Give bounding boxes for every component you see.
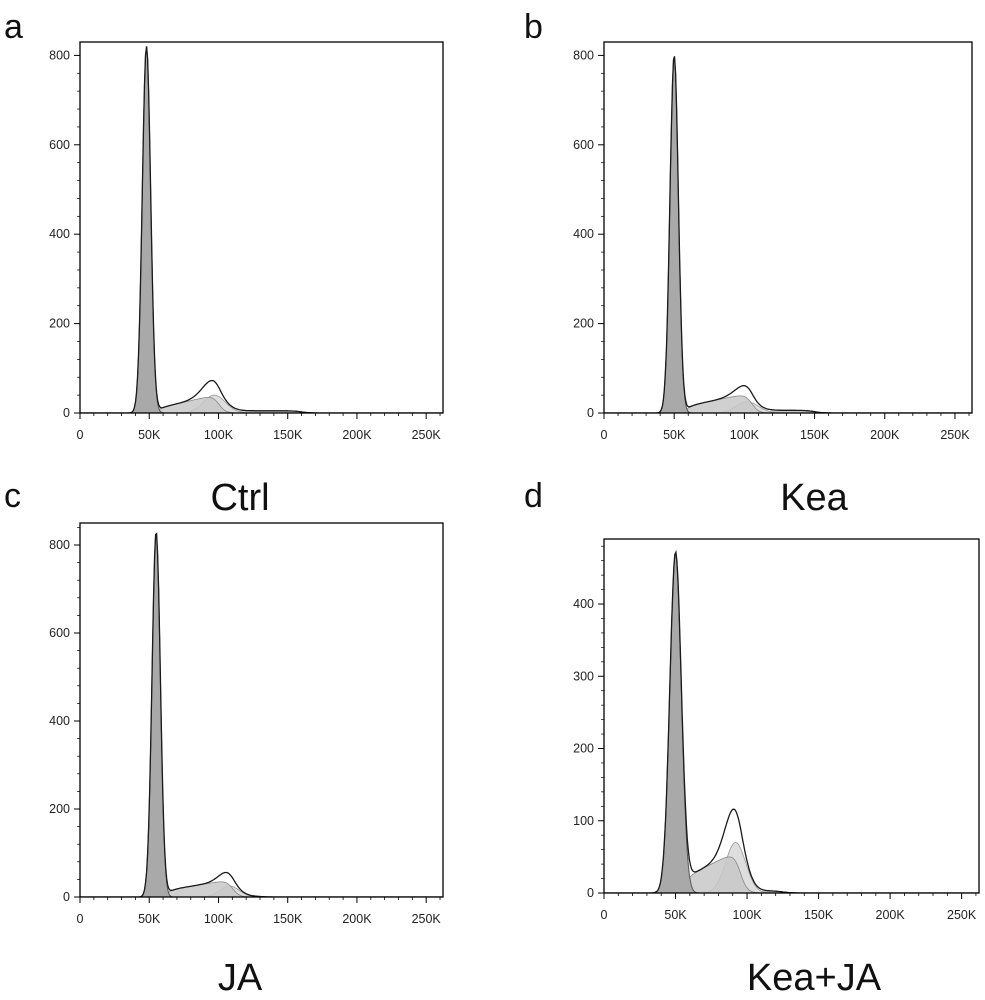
x-tick-label: 0 (601, 908, 608, 922)
x-tick-label: 50K (138, 428, 161, 442)
plot-area (80, 46, 443, 413)
panel-c: 0 50K 100K 150K 200K 250K 0 200 400 600 800 c JA (4, 477, 444, 999)
x-tick-label: 250K (940, 428, 970, 442)
y-tick-label: 0 (587, 886, 594, 900)
x-tick-label: 250K (412, 428, 442, 442)
y-tick-label: 400 (49, 714, 70, 728)
x-tick-label: 0 (77, 912, 84, 926)
x-tick-label: 200K (870, 428, 900, 442)
plot-area (604, 56, 972, 413)
x-tick-label: 0 (601, 428, 608, 442)
panel-title: Kea (780, 477, 848, 519)
x-tick-label: 150K (273, 428, 303, 442)
panel-title: Ctrl (210, 477, 269, 519)
plot-area (80, 532, 443, 897)
panel-letter: a (4, 8, 23, 46)
x-tick-label: 50K (663, 428, 686, 442)
g1-peak (80, 46, 443, 413)
x-tick-label: 200K (342, 912, 372, 926)
plot-frame (603, 538, 980, 894)
x-tick-label: 0 (77, 428, 84, 442)
g2-peak (80, 885, 443, 897)
y-tick-label: 200 (573, 742, 594, 756)
fit-curve (604, 549, 979, 893)
plot-frame (603, 41, 973, 414)
y-tick-label: 0 (63, 890, 70, 904)
y-tick-label: 300 (573, 669, 594, 683)
x-tick-label: 150K (804, 908, 834, 922)
g1-peak (604, 56, 972, 413)
x-tick-label: 200K (876, 908, 906, 922)
panel-a: 0 50K 100K 150K 200K 250K 0 200 400 600 800 a Ctrl (4, 8, 444, 519)
y-tick-label: 800 (49, 48, 70, 62)
plot-frame (79, 41, 444, 414)
s-phase-area (80, 881, 443, 897)
y-tick-label: 800 (573, 48, 594, 62)
panel-letter: c (4, 477, 21, 515)
y-tick-label: 0 (587, 406, 594, 420)
y-tick-label: 400 (49, 227, 70, 241)
panel-letter: b (524, 8, 543, 46)
y-tick-label: 600 (573, 138, 594, 152)
y-tick-label: 200 (49, 802, 70, 816)
g1-peak (604, 552, 979, 893)
fit-curve (80, 46, 443, 413)
y-tick-label: 800 (49, 538, 70, 552)
tail-area (80, 410, 443, 413)
y-tick-label: 600 (49, 626, 70, 640)
fit-curve (604, 56, 972, 413)
panel-b: 0 50K 100K 150K 200K 250K 0 200 400 600 800 b Kea (524, 8, 973, 519)
panel-title: JA (218, 957, 263, 999)
x-tick-label: 250K (412, 912, 442, 926)
x-tick-label: 100K (204, 428, 234, 442)
y-tick-label: 200 (573, 317, 594, 331)
x-tick-label: 200K (342, 428, 372, 442)
panel-d: 0 50K 100K 150K 200K 250K 0 100 200 300 400 d Kea+JA (524, 477, 980, 999)
x-tick-label: 50K (664, 908, 687, 922)
x-tick-label: 100K (204, 912, 234, 926)
x-tick-label: 250K (947, 908, 977, 922)
g1-peak (80, 533, 443, 897)
y-tick-label: 400 (573, 597, 594, 611)
y-tick-label: 400 (573, 227, 594, 241)
s-phase-area (604, 395, 972, 413)
y-tick-label: 200 (49, 317, 70, 331)
fit-curve (80, 532, 443, 897)
plot-frame (79, 522, 444, 898)
panel-letter: d (524, 477, 543, 515)
x-tick-label: 50K (138, 912, 161, 926)
tail-area (604, 410, 972, 413)
x-tick-label: 100K (732, 908, 762, 922)
plot-area (604, 549, 979, 893)
y-tick-label: 100 (573, 814, 594, 828)
x-tick-label: 150K (273, 912, 303, 926)
y-tick-label: 0 (63, 406, 70, 420)
y-tick-label: 600 (49, 138, 70, 152)
x-tick-label: 150K (800, 428, 830, 442)
panel-title: Kea+JA (747, 957, 882, 999)
x-tick-label: 100K (730, 428, 760, 442)
